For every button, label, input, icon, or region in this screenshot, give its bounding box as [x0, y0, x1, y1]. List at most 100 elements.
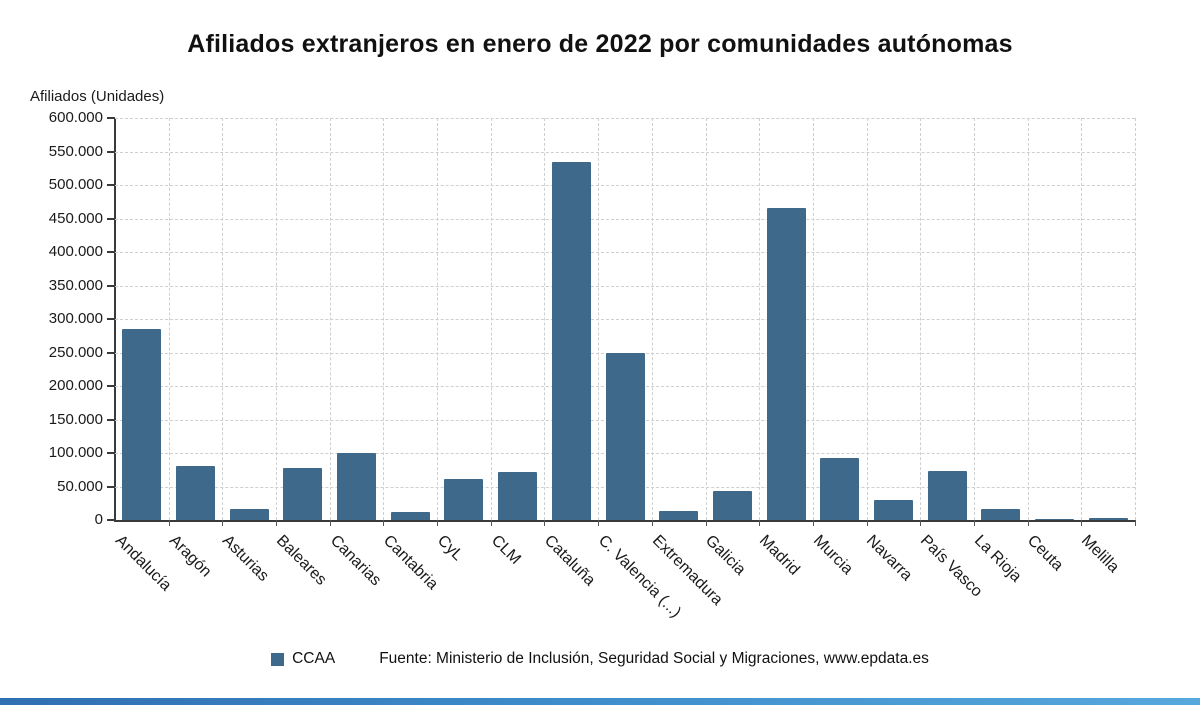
gridline-vertical: [222, 118, 224, 520]
source-link[interactable]: www.epdata.es: [823, 650, 929, 667]
gridline-vertical: [1081, 118, 1083, 520]
x-axis-label: Galicia: [702, 532, 749, 579]
bar[interactable]: [605, 352, 645, 520]
bar[interactable]: [122, 329, 162, 520]
bar[interactable]: [283, 468, 323, 520]
y-axis-tick-label: 400.000: [48, 243, 103, 260]
y-axis-tick-label: 0: [94, 511, 103, 528]
x-axis-label: La Rioja: [970, 532, 1025, 586]
bar[interactable]: [390, 511, 430, 520]
gridline-vertical: [383, 118, 385, 520]
bar[interactable]: [229, 509, 269, 520]
x-axis-tick: [490, 520, 492, 526]
y-axis-tick-label: 100.000: [48, 444, 103, 461]
x-axis-tick: [437, 520, 439, 526]
x-axis-tick: [168, 520, 170, 526]
bar[interactable]: [659, 511, 699, 520]
x-axis-tick: [1081, 520, 1083, 526]
x-axis-tick: [598, 520, 600, 526]
x-axis-label: Cantabria: [380, 532, 442, 594]
y-axis-tick-label: 600.000: [48, 109, 103, 126]
y-axis-tick: [107, 117, 115, 119]
x-axis-label: Navarra: [863, 532, 916, 585]
bar[interactable]: [1088, 517, 1128, 520]
bar[interactable]: [766, 208, 806, 520]
y-axis-tick-label: 300.000: [48, 310, 103, 327]
bar[interactable]: [176, 466, 216, 520]
gridline-vertical: [276, 118, 278, 520]
y-axis-tick-label: 50.000: [57, 477, 103, 495]
legend-swatch: [271, 652, 285, 666]
gridline-vertical: [490, 118, 492, 520]
gridline-horizontal: [115, 218, 1135, 220]
x-axis-tick: [222, 520, 224, 526]
x-axis-label: Murcia: [809, 532, 856, 578]
bar[interactable]: [444, 479, 484, 520]
y-axis-tick-label: 450.000: [48, 209, 103, 227]
x-axis-tick: [276, 520, 278, 526]
gridline-horizontal: [115, 151, 1135, 153]
x-axis-label: Ceuta: [1024, 532, 1067, 575]
y-axis-tick-label: 250.000: [48, 343, 103, 361]
gridline-horizontal: [115, 285, 1135, 287]
gridline-vertical: [598, 118, 600, 520]
y-axis-tick: [107, 351, 115, 354]
x-axis-tick: [973, 520, 975, 526]
x-axis-tick: [920, 520, 922, 526]
gridline-vertical: [329, 118, 331, 520]
gridline-vertical: [920, 118, 922, 520]
y-axis-tick: [107, 184, 115, 186]
x-axis-label: Melilla: [1078, 532, 1123, 577]
y-axis-tick: [107, 318, 115, 320]
x-axis-label: Andalucía: [111, 532, 175, 595]
y-axis-tick-label: 500.000: [48, 176, 103, 193]
gridline-vertical: [437, 118, 439, 520]
y-axis-tick: [107, 251, 115, 253]
gridline-vertical: [544, 118, 546, 520]
bar[interactable]: [927, 471, 967, 520]
y-axis-tick-label: 350.000: [48, 276, 103, 294]
bar[interactable]: [551, 161, 591, 520]
x-axis-tick: [383, 520, 385, 526]
x-axis-tick: [1027, 520, 1029, 526]
y-axis-tick-label: 150.000: [48, 410, 103, 428]
y-axis-tick: [107, 452, 115, 454]
chart-title: Afiliados extranjeros en enero de 2022 p…: [187, 30, 1013, 58]
gridline-vertical: [866, 118, 868, 520]
bar[interactable]: [873, 499, 913, 520]
brand-strip: [0, 698, 1200, 705]
gridline-vertical: [973, 118, 975, 520]
y-axis-tick: [107, 485, 115, 488]
gridline-horizontal: [115, 118, 1135, 119]
x-axis-label: Cataluña: [541, 532, 599, 590]
y-axis-tick: [107, 519, 115, 521]
x-axis-label: CLM: [487, 532, 524, 568]
x-axis-tick: [1135, 520, 1136, 526]
chart-footer: CCAA Fuente: Ministerio de Inclusión, Se…: [0, 650, 1200, 668]
source-text: Fuente: Ministerio de Inclusión, Segurid…: [379, 650, 929, 668]
bar[interactable]: [820, 458, 860, 520]
bar[interactable]: [712, 490, 752, 520]
y-axis-tick: [107, 150, 115, 153]
gridline-vertical: [651, 118, 653, 520]
y-axis-tick: [107, 217, 115, 220]
y-axis-title: Afiliados (Unidades): [30, 88, 165, 105]
x-axis-tick: [759, 520, 761, 526]
bar[interactable]: [1034, 518, 1074, 520]
gridline-vertical: [168, 118, 170, 520]
x-axis-label: CyL: [433, 532, 467, 565]
gridline-horizontal: [115, 319, 1135, 320]
bar[interactable]: [981, 508, 1021, 520]
bar[interactable]: [337, 453, 377, 520]
legend-item-ccaa[interactable]: CCAA: [271, 650, 335, 668]
x-axis-tick: [544, 520, 546, 526]
x-axis-label: Canarias: [326, 532, 384, 590]
x-axis-label: Baleares: [272, 532, 330, 589]
x-axis-line: [114, 520, 1135, 522]
x-axis-tick: [705, 520, 707, 526]
gridline-vertical: [1135, 118, 1136, 520]
gridline-vertical: [1027, 118, 1029, 520]
gridline-horizontal: [115, 252, 1135, 253]
bar[interactable]: [498, 471, 538, 520]
x-axis-tick: [651, 520, 653, 526]
